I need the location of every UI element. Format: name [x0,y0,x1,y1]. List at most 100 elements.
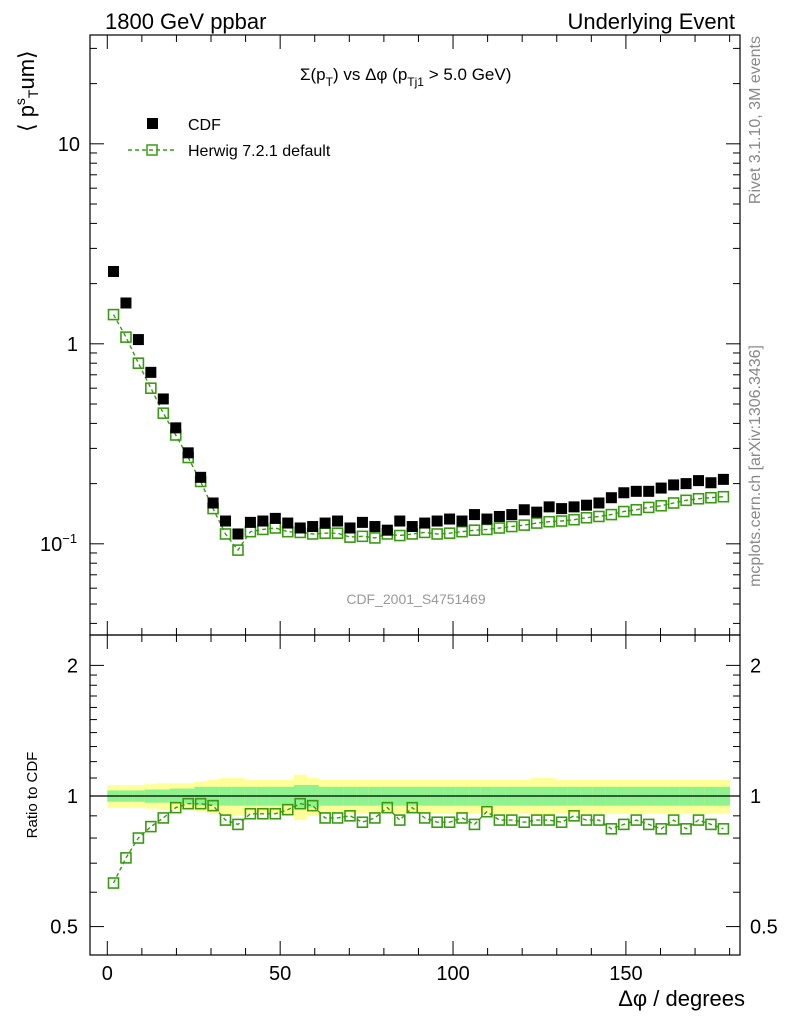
cdf-point [693,475,705,487]
mc-point [667,497,680,509]
x-tick-label: 50 [269,963,291,985]
y-tick-label: 1 [67,334,78,356]
ratio-y-tick-label: 0.5 [50,917,78,939]
cdf-point [419,517,431,529]
ratio-panel-frame [89,634,741,956]
x-axis-label-text: Δφ / degrees [618,986,745,1011]
cdf-point [319,517,331,529]
cdf-point [356,516,368,528]
ratio-point [319,812,331,824]
cdf-point [630,485,642,497]
x-axis-label: Δφ / degrees [618,986,745,1011]
ratio-point [493,814,506,826]
ratio-point [705,818,717,831]
ratio-point [580,814,593,826]
legend: CDF Herwig 7.2.1 default [128,117,331,160]
mc-point [232,544,244,556]
ratio-y-tick-label: 2 [750,655,761,677]
ratio-point [481,805,493,818]
ratio-point [530,814,543,826]
cdf-point [531,506,543,518]
cdf-point [108,265,120,277]
mc-point [518,519,531,531]
chart-title-text: Σ(pT) vs Δφ (pTj1 > 5.0 GeV) [300,65,511,89]
mc-point [369,532,381,544]
mc-point [618,505,630,518]
ratio-y-tick-label: 2 [67,655,78,677]
ratio-point [618,818,630,831]
mc-point [692,492,705,505]
cdf-point [456,515,468,527]
ratio-y-tick-label: 1 [67,786,78,808]
mc-point [157,407,170,419]
ratio-point [406,801,419,814]
cdf-point [145,366,157,378]
cdf-point [431,515,443,527]
ratio-point [543,814,555,826]
chart-title: Σ(pT) vs Δφ (pTj1 > 5.0 GeV) [300,65,511,89]
cdf-point [307,521,319,533]
mc-point [431,528,443,540]
legend-cdf-marker [147,118,158,129]
mc-point [132,357,145,369]
cdf-point [506,509,518,521]
ratio-point [157,812,170,824]
ratio-point [717,823,730,835]
cdf-point [244,516,256,528]
cdf-point [543,501,555,513]
mc-point [543,515,555,528]
ratio-point [281,803,294,816]
mc-point [705,491,717,504]
ratio-point [568,810,580,822]
cdf-point [593,497,605,509]
ratio-point [456,812,468,824]
cdf-point [257,515,269,527]
cdf-point [556,503,568,515]
mc-point [530,517,543,529]
ratio-point [431,816,443,829]
ratio-point [232,818,244,831]
cdf-point [444,513,456,525]
cdf-point [132,334,144,346]
ratio-point [219,814,232,826]
legend-mc-marker [146,144,158,156]
cdf-point [406,521,418,533]
cdf-point [269,512,281,524]
y-tick-label: 10 [58,134,80,156]
cdf-point [332,515,344,527]
mc-point [630,503,643,516]
ratio-point [207,799,219,812]
mc-point [680,494,692,507]
analysis-watermark: CDF_2001_S4751469 [346,591,486,607]
header-right: Underlying Event [567,9,735,34]
ratio-point [692,814,705,826]
mc-point [393,529,406,542]
cdf-point [195,471,207,483]
mc-point [506,520,518,533]
cdf-point [705,477,717,489]
legend-cdf-label: CDF [188,117,221,134]
mc-point [468,524,481,536]
ratio-point [680,823,692,835]
ratio-point [344,810,356,822]
ratio-point [642,818,655,831]
cdf-point [468,509,480,521]
ratio-point [107,877,120,889]
ratio-point [381,801,394,814]
ratio-point [369,812,381,824]
mc-point [456,525,468,538]
cdf-point [369,521,381,533]
cdf-point [381,524,393,536]
ratio-point [418,812,431,824]
cdf-point [344,522,356,534]
cdf-point [668,479,680,491]
ratio-point [667,814,680,826]
mc-point [443,527,456,539]
ratio-y-axis-label: Ratio to CDF [24,752,41,839]
cdf-point [618,487,630,499]
ratio-point [331,812,344,824]
ratio-y-tick-label: 0.5 [750,917,778,939]
main-y-axis-label: ⟨ psTum⟩ [12,50,41,132]
mc-point [717,490,730,503]
